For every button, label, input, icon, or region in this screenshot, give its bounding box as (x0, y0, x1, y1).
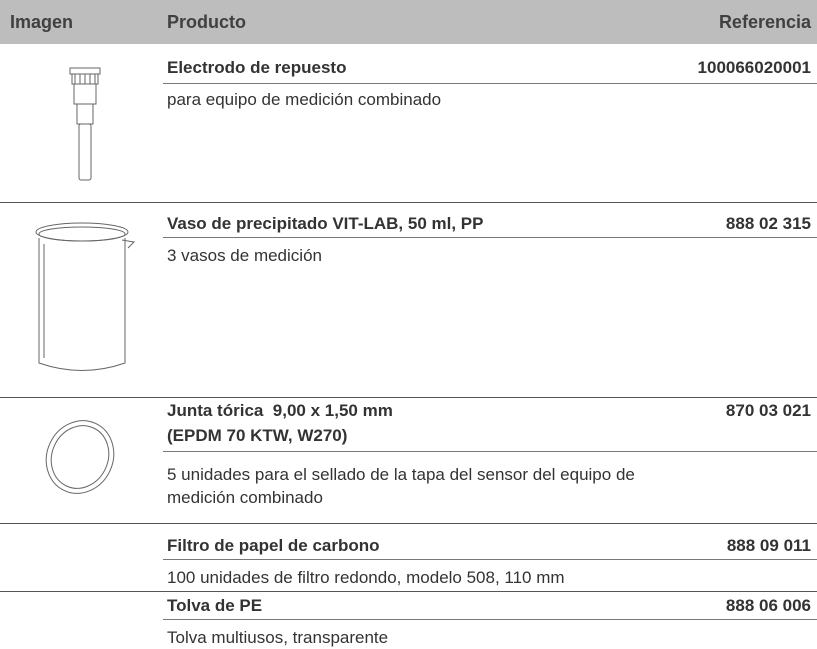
divider (163, 559, 817, 560)
product-title: (EPDM 70 KTW, W270) (167, 426, 348, 445)
divider (163, 237, 817, 238)
reference: 888 09 011 (726, 536, 811, 555)
description: 100 unidades de filtro redondo, modelo 5… (167, 568, 565, 587)
row-separator (0, 523, 817, 524)
reference: 100066020001 (697, 58, 811, 77)
o-ring-image (45, 420, 115, 494)
header-product: Producto (167, 12, 246, 32)
reference: 888 06 006 (725, 596, 811, 615)
divider (163, 619, 817, 620)
reference: 888 02 315 (725, 214, 811, 233)
description: 3 vasos de medición (167, 246, 322, 265)
divider (163, 451, 817, 452)
reference: 870 03 021 (725, 401, 811, 420)
product-title: Tolva de PE (167, 596, 263, 615)
divider (163, 83, 817, 84)
product-title: Electrodo de repuesto (167, 58, 347, 77)
header-image: Imagen (10, 12, 74, 32)
product-title: Vaso de precipitado VIT-LAB, 50 ml, PP (167, 214, 484, 233)
header-reference: Referencia (718, 12, 811, 32)
description: medición combinado (167, 488, 323, 507)
table-header: Imagen Producto Referencia (0, 0, 817, 44)
row-separator (0, 202, 817, 203)
product-title: Junta tórica 9,00 x 1,50 mm (167, 401, 393, 420)
row-separator (0, 397, 817, 398)
description: para equipo de medición combinado (167, 90, 442, 109)
description: Tolva multiusos, transparente (167, 628, 389, 647)
description: 5 unidades para el sellado de la tapa de… (167, 465, 635, 484)
beaker-image (35, 222, 136, 371)
product-title: Filtro de papel de carbono (167, 536, 380, 555)
row-separator (0, 591, 817, 592)
electrode-image (69, 67, 101, 181)
